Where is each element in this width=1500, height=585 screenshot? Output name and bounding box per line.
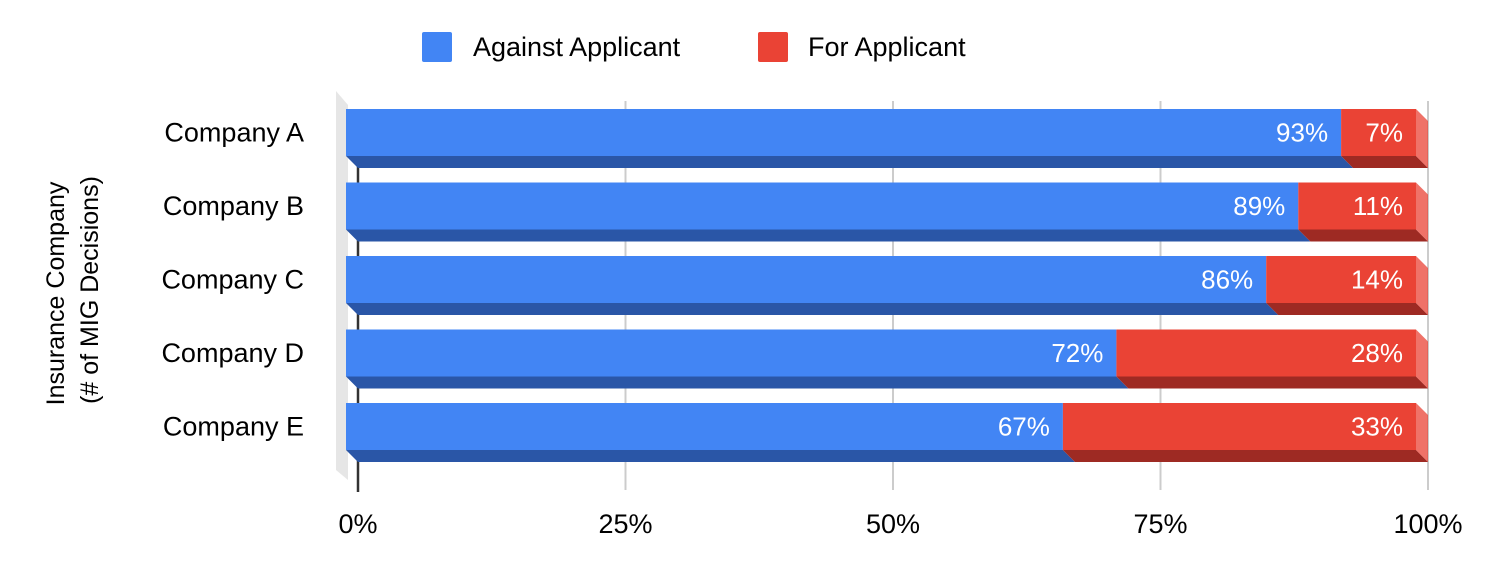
bar-group-company-b [346, 182, 1428, 242]
legend-item-against-applicant[interactable]: Against Applicant [422, 32, 681, 62]
bar-company-e-against-applicant-face [346, 403, 1063, 450]
data-label-company-b-against-applicant: 89% [1233, 191, 1285, 221]
bar-group-company-e [346, 403, 1428, 462]
bar-company-a-against-applicant-depth [346, 156, 1354, 168]
category-label-company-b: Company B [163, 191, 304, 221]
bar-company-c-for-applicant-face [1266, 256, 1416, 303]
legend: Against Applicant For Applicant [422, 32, 966, 62]
bars [346, 109, 1428, 462]
legend-swatch-for-applicant [758, 32, 788, 62]
bar-company-a-for-applicant-face [1341, 109, 1416, 156]
bar-company-d-for-applicant-side [1416, 329, 1428, 389]
bar-company-c-against-applicant-face [346, 256, 1267, 303]
bar-company-e-for-applicant-face [1062, 403, 1416, 450]
data-label-company-d-for-applicant: 28% [1351, 338, 1403, 368]
bar-company-a-against-applicant-face [346, 109, 1342, 156]
legend-swatch-against-applicant [422, 32, 452, 62]
legend-item-for-applicant[interactable]: For Applicant [758, 32, 966, 62]
data-labels: 93% 7% 89% 11% 86% 14% 72% 28% 67% 33% [998, 118, 1403, 442]
bar-company-b-for-applicant-depth [1298, 229, 1428, 242]
bar-company-d-against-applicant[interactable] [346, 329, 1129, 389]
legend-label-against-applicant: Against Applicant [473, 32, 681, 62]
bar-company-b-for-applicant-face [1298, 182, 1416, 230]
bar-company-b-against-applicant[interactable] [346, 182, 1311, 242]
bar-company-d-for-applicant-depth [1116, 376, 1428, 389]
bar-company-a-for-applicant-side [1416, 109, 1428, 168]
bar-company-b-against-applicant-depth [346, 229, 1311, 242]
x-axis-ticks: 0% 25% 50% 75% 100% [338, 509, 1462, 539]
data-label-company-a-for-applicant: 7% [1365, 118, 1403, 148]
data-label-company-c-against-applicant: 86% [1201, 265, 1253, 295]
bar-company-a-for-applicant-depth [1341, 156, 1428, 168]
bar-company-e-for-applicant-depth [1062, 450, 1428, 462]
bar-company-c-against-applicant[interactable] [346, 256, 1279, 315]
data-label-company-a-against-applicant: 93% [1276, 118, 1328, 148]
category-label-company-c: Company C [161, 265, 304, 295]
y-axis-categories: Company A Company B Company C Company D Comp… [161, 118, 304, 442]
bar-company-c-for-applicant-side [1416, 256, 1428, 315]
y-axis-title: Insurance Company (# of MIG Decisions) [42, 175, 104, 406]
data-label-company-e-for-applicant: 33% [1351, 412, 1403, 442]
x-tick-label-0: 0% [338, 509, 377, 539]
category-label-company-a: Company A [164, 118, 304, 148]
data-label-company-e-against-applicant: 67% [998, 412, 1050, 442]
bar-company-e-against-applicant-depth [346, 450, 1075, 462]
bar-company-a-for-applicant[interactable] [1341, 109, 1428, 168]
legend-label-for-applicant: For Applicant [808, 32, 966, 62]
y-axis-title-line-2: (# of MIG Decisions) [76, 176, 104, 404]
data-label-company-c-for-applicant: 14% [1351, 265, 1403, 295]
bar-group-company-c [346, 256, 1428, 315]
data-label-company-b-for-applicant: 11% [1353, 191, 1403, 221]
y-axis-title-line-1: Insurance Company [42, 181, 70, 405]
chart-3d-floor [336, 91, 348, 480]
x-tick-label-25: 25% [598, 509, 652, 539]
data-label-company-d-against-applicant: 72% [1051, 338, 1103, 368]
bar-company-d-for-applicant[interactable] [1116, 329, 1428, 389]
bar-company-c-against-applicant-depth [346, 303, 1279, 315]
bar-company-d-against-applicant-depth [346, 376, 1129, 389]
category-label-company-d: Company D [161, 338, 304, 368]
bar-company-a-against-applicant[interactable] [346, 109, 1354, 168]
bar-company-e-against-applicant[interactable] [346, 403, 1075, 462]
bar-company-b-for-applicant-side [1416, 182, 1428, 242]
bar-company-e-for-applicant[interactable] [1062, 403, 1428, 462]
category-label-company-e: Company E [163, 412, 304, 442]
x-tick-label-100: 100% [1393, 509, 1462, 539]
x-tick-label-75: 75% [1133, 509, 1187, 539]
bar-company-d-for-applicant-face [1116, 329, 1416, 377]
x-tick-label-50: 50% [866, 509, 920, 539]
bar-company-d-against-applicant-face [346, 329, 1117, 377]
bar-company-b-for-applicant[interactable] [1298, 182, 1428, 242]
bar-company-c-for-applicant[interactable] [1266, 256, 1428, 315]
bar-company-c-for-applicant-depth [1266, 303, 1428, 315]
bar-company-b-against-applicant-face [346, 182, 1299, 230]
bar-group-company-a [346, 109, 1428, 168]
bar-company-e-for-applicant-side [1416, 403, 1428, 462]
bar-group-company-d [346, 329, 1428, 389]
